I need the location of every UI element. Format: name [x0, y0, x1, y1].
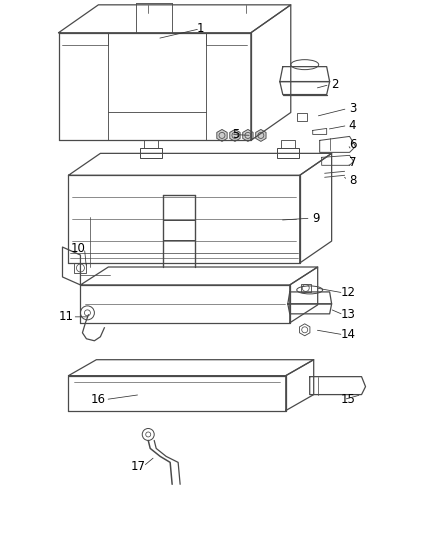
Text: 4: 4: [349, 119, 357, 132]
Text: 1: 1: [196, 22, 204, 35]
Text: 15: 15: [341, 393, 356, 406]
Text: 12: 12: [341, 286, 356, 300]
Text: 13: 13: [341, 309, 356, 321]
Bar: [281, 140, 295, 148]
Text: 9: 9: [312, 212, 319, 224]
Bar: [140, 148, 162, 158]
Bar: [74, 263, 86, 273]
Bar: [297, 114, 307, 122]
Text: 5: 5: [232, 128, 240, 141]
Text: 3: 3: [349, 102, 356, 115]
Text: 17: 17: [131, 460, 146, 473]
Text: 11: 11: [59, 310, 74, 324]
Text: 7: 7: [349, 156, 357, 169]
Bar: [144, 140, 158, 148]
Bar: [277, 148, 299, 158]
Text: 8: 8: [349, 174, 356, 187]
Bar: [301, 284, 311, 292]
Text: 2: 2: [331, 78, 339, 91]
Text: 16: 16: [91, 393, 106, 406]
Text: 6: 6: [349, 138, 357, 151]
Text: 14: 14: [341, 328, 356, 341]
Text: 10: 10: [71, 241, 86, 255]
